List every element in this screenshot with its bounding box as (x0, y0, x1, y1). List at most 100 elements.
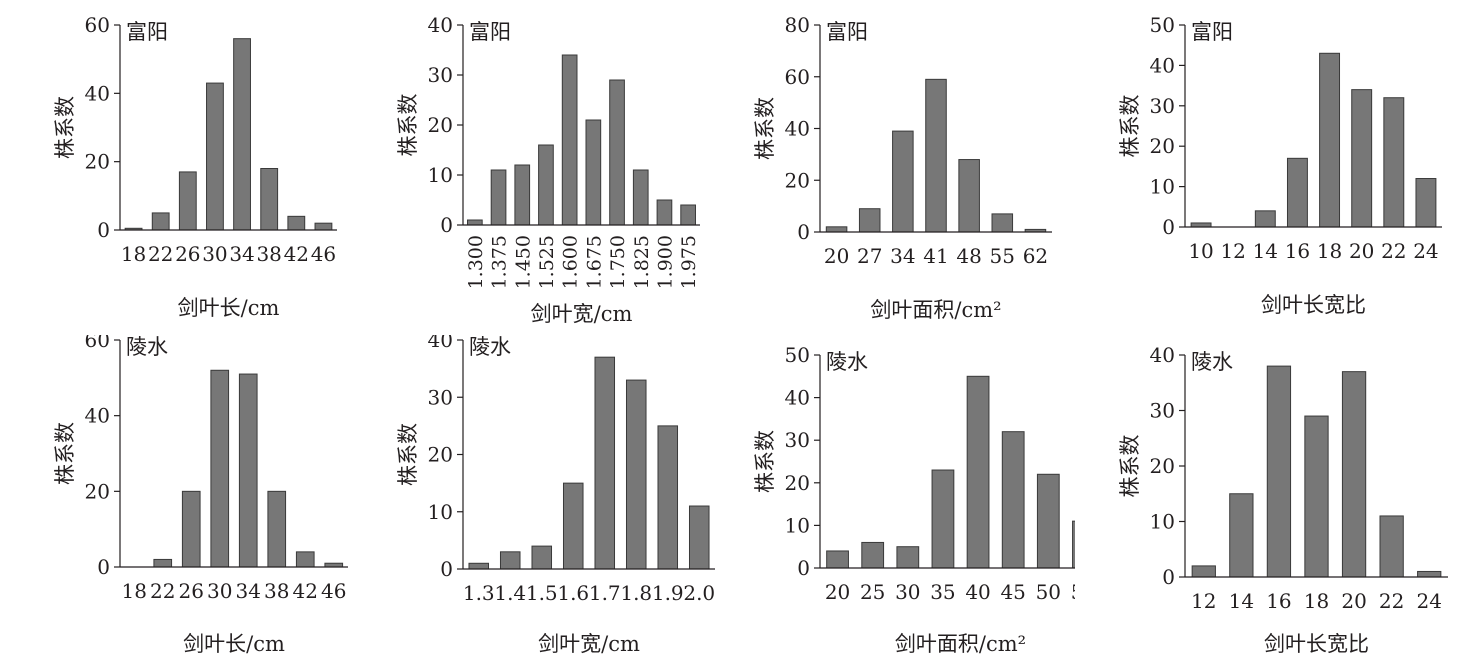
y-tick-label: 50 (1150, 13, 1175, 37)
bar-27 (858, 208, 881, 233)
x-tick-label: 42 (284, 242, 309, 266)
bar-35 (931, 469, 955, 569)
y-axis-label: 株系数 (1118, 95, 1142, 158)
x-tick-label: 1.600 (560, 235, 582, 289)
panel-title: 富阳 (126, 20, 168, 44)
x-tick-label: 1.300 (465, 235, 487, 289)
x-tick-label: 24 (1413, 239, 1438, 263)
x-tick-label: 20 (825, 580, 850, 604)
y-tick-label: 0 (440, 557, 453, 581)
x-tick-label: 1.825 (631, 235, 653, 289)
x-axis-label: 剑叶长宽比 (1261, 293, 1366, 317)
bar-48 (958, 159, 980, 233)
y-tick-label: 0 (797, 556, 810, 580)
bar-34 (892, 130, 914, 233)
y-axis-label: 株系数 (53, 422, 77, 485)
y-tick-label: 20 (428, 113, 453, 137)
bar-22 (1379, 515, 1404, 578)
bar-1.750 (609, 79, 625, 226)
x-tick-label: 25 (860, 580, 885, 604)
y-tick-label: 50 (785, 343, 810, 367)
x-tick-label: 27 (857, 244, 882, 268)
panel-title: 富阳 (469, 20, 511, 44)
bar-2.0 (688, 505, 710, 570)
x-tick-label: 18 (1304, 589, 1329, 613)
x-tick-label: 10 (1188, 239, 1213, 263)
bar-20 (1351, 89, 1373, 228)
x-tick-label: 1.3 (463, 581, 495, 605)
y-tick-label: 80 (785, 13, 810, 37)
bar-16 (1286, 157, 1308, 228)
x-tick-label: 18 (1317, 239, 1342, 263)
y-tick-label: 20 (785, 168, 810, 192)
x-tick-label: 16 (1266, 589, 1291, 613)
bar-14 (1229, 493, 1254, 578)
bar-34 (238, 373, 258, 568)
bar-22 (151, 212, 170, 231)
bar-1.5 (531, 545, 553, 570)
bar-20 (825, 226, 848, 233)
bar-38 (260, 168, 279, 231)
x-tick-label: 38 (256, 242, 281, 266)
y-tick-label: 0 (1162, 565, 1175, 589)
x-tick-label: 1.375 (489, 235, 511, 289)
x-tick-label: 40 (965, 580, 990, 604)
bar-1.8 (625, 379, 647, 570)
y-tick-label: 20 (85, 479, 110, 503)
x-tick-label: 1.4 (494, 581, 526, 605)
x-tick-label: 20 (824, 244, 849, 268)
x-tick-label: 30 (202, 242, 227, 266)
y-tick-label: 0 (440, 213, 453, 237)
x-tick-label: 35 (930, 580, 955, 604)
bar-45 (1001, 431, 1025, 569)
x-tick-label: 26 (179, 579, 204, 603)
y-axis-label: 株系数 (396, 94, 420, 157)
x-tick-label: 50 (1036, 580, 1061, 604)
y-axis-label: 株系数 (753, 430, 777, 493)
x-tick-label: 55 (990, 244, 1015, 268)
y-tick-label: 30 (428, 385, 453, 409)
bar-18 (1319, 52, 1341, 228)
bar-26 (181, 490, 201, 568)
bar-26 (178, 171, 197, 231)
bar-30 (896, 546, 920, 569)
bar-24 (1417, 570, 1442, 578)
y-tick-label: 10 (785, 513, 810, 537)
bar-1.975 (680, 204, 696, 226)
x-tick-label: 14 (1253, 239, 1278, 263)
x-tick-label: 22 (148, 242, 173, 266)
panel-title: 富阳 (826, 20, 868, 44)
y-tick-label: 20 (1150, 134, 1175, 158)
x-tick-label: 1.900 (654, 235, 676, 289)
bar-40 (966, 375, 990, 569)
bar-41 (925, 78, 947, 233)
bar-20 (826, 550, 849, 569)
x-axis-label: 剑叶面积/cm² (895, 632, 1026, 655)
x-axis-label: 剑叶长/cm (183, 632, 285, 655)
x-tick-label: 46 (321, 579, 346, 603)
panel-title: 陵水 (469, 335, 511, 359)
y-axis-label: 株系数 (1118, 435, 1142, 498)
x-tick-label: 18 (122, 579, 147, 603)
x-tick-label: 46 (311, 242, 336, 266)
y-tick-label: 40 (85, 404, 110, 428)
x-tick-label: 20 (1349, 239, 1374, 263)
bar-1.7 (594, 356, 616, 570)
y-tick-label: 60 (85, 13, 110, 37)
x-tick-label: 45 (1000, 580, 1025, 604)
x-tick-label: 2.0 (683, 581, 715, 605)
bar-42 (287, 215, 306, 231)
y-tick-label: 60 (785, 65, 810, 89)
bar-18 (1304, 415, 1329, 578)
y-tick-label: 30 (1150, 94, 1175, 118)
x-tick-label: 1.750 (607, 235, 629, 289)
y-tick-label: 40 (428, 335, 453, 352)
bar-1.450 (514, 164, 531, 226)
x-tick-label: 22 (1379, 589, 1404, 613)
x-tick-label: 22 (1381, 239, 1406, 263)
y-tick-label: 40 (1150, 343, 1175, 367)
x-tick-label: 41 (923, 244, 948, 268)
x-tick-label: 22 (150, 579, 175, 603)
